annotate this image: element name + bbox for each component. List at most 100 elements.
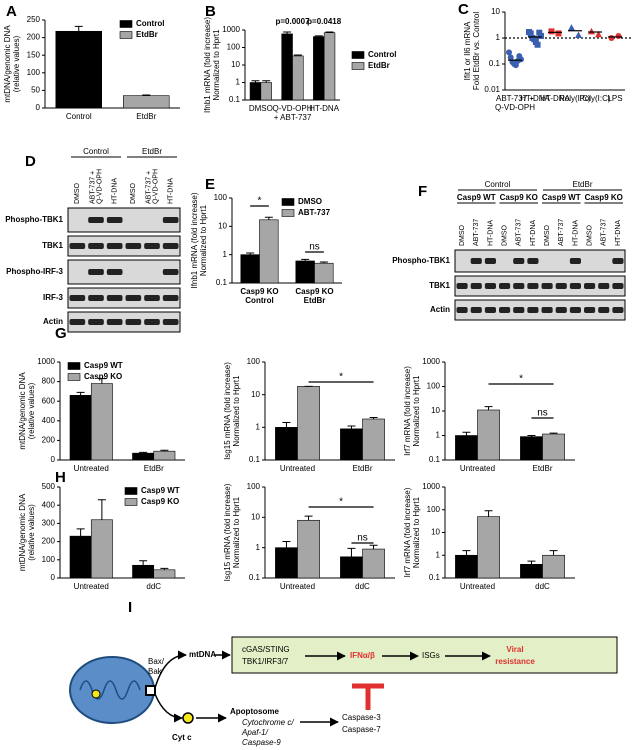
bar	[90, 383, 113, 461]
row-label: TBK1	[429, 281, 450, 290]
lane-label: HT-DNA	[572, 220, 579, 246]
bar	[323, 32, 336, 101]
pathway-label: TBK1/IRF3/7	[242, 657, 289, 666]
bar	[455, 435, 478, 461]
band	[144, 319, 160, 325]
panel-letter: C	[458, 1, 469, 18]
bar	[477, 409, 500, 461]
bar	[260, 82, 272, 101]
lane-label: ABT-737	[558, 219, 565, 246]
legend-label: Control	[368, 50, 396, 59]
lane-label: ABT-737 +	[89, 171, 96, 204]
legend-swatch	[119, 31, 133, 39]
y-tick-label: 10	[431, 406, 440, 415]
x-tick-label: EtdBr	[532, 464, 552, 473]
y-tick-label: 100	[214, 193, 228, 202]
y-axis-label: Normalized to Hprt1	[199, 204, 208, 276]
band	[125, 319, 142, 325]
band	[612, 258, 624, 264]
band	[106, 217, 123, 223]
band	[569, 307, 581, 313]
y-axis-label: Irf7 mRNA (fold increase)	[403, 366, 412, 456]
blot-strip	[67, 287, 181, 309]
bar	[281, 33, 293, 101]
pathway-box	[231, 636, 618, 674]
y-axis-label: Isg15 mRNA (fold increase)	[223, 362, 232, 460]
bar	[123, 95, 170, 109]
blot-strip	[454, 299, 626, 321]
subgroup-label: Casp9 WT	[457, 193, 496, 202]
lane-label: HT-DNA	[530, 220, 537, 246]
annotation: ns	[357, 533, 368, 544]
band	[584, 307, 596, 313]
panel-letter: H	[55, 469, 66, 486]
point	[507, 54, 514, 61]
y-axis-label: Normalized to Hprt1	[232, 375, 241, 447]
bar	[340, 428, 363, 461]
x-tick-label: Untreated	[74, 464, 109, 473]
error-bar	[282, 540, 291, 548]
legend-swatch	[124, 498, 138, 506]
blot-strip	[67, 207, 181, 233]
y-axis-label: Normalized to Hprt1	[412, 375, 421, 447]
y-tick-label: 50	[31, 86, 40, 95]
error-bar	[549, 550, 558, 556]
diagram: Bax/ Bak mtDNA cGAS/STING TBK1/IRF3/7 IF…	[69, 636, 618, 747]
error-bar	[293, 54, 302, 56]
point	[615, 32, 622, 39]
lane-label: DMSO	[501, 224, 508, 246]
y-tick-label: 1	[223, 250, 228, 259]
y-tick-label: 0.1	[229, 95, 241, 104]
point	[536, 29, 543, 36]
legend-label: Casp9 KO	[84, 372, 122, 381]
bar	[90, 519, 113, 579]
lane-label: HT-DNA	[487, 220, 494, 246]
y-tick-label: 400	[42, 416, 56, 425]
group-label: EtdBr	[142, 147, 162, 156]
bar	[249, 82, 262, 101]
panel-letter: I	[128, 599, 132, 616]
x-tick-label: ddC	[355, 582, 370, 591]
band	[612, 283, 624, 289]
cristae	[79, 680, 141, 700]
lane-label: DMSO	[459, 224, 466, 246]
point	[518, 56, 524, 63]
band	[162, 269, 179, 275]
y-tick-label: 1000	[422, 482, 440, 491]
y-tick-label: 0.1	[429, 455, 441, 464]
x-tick-label: ddC	[535, 582, 550, 591]
arrow	[154, 693, 183, 723]
band	[69, 243, 86, 249]
group-label: EtdBr	[572, 180, 592, 189]
y-axis-label: Normalized to Hprt1	[232, 496, 241, 568]
blot-strip	[67, 259, 181, 285]
band	[541, 283, 553, 289]
y-tick-label: 500	[42, 482, 56, 491]
x-tick-label: Poly(I:C)	[559, 94, 590, 103]
bar	[132, 564, 155, 579]
bar	[275, 547, 298, 579]
band	[144, 243, 160, 249]
error-bar	[304, 515, 313, 521]
y-axis-label: (relative values)	[12, 35, 21, 92]
band	[162, 243, 179, 249]
y-tick-label: 0.01	[484, 85, 500, 94]
band	[499, 283, 511, 289]
legend-label: Casp9 WT	[84, 361, 123, 370]
band	[162, 295, 179, 301]
bar	[340, 556, 363, 579]
error-bar	[139, 451, 148, 454]
band	[513, 283, 525, 289]
bar	[542, 433, 565, 461]
viral-label: resistance	[495, 657, 535, 666]
row-label: Phospho-TBK1	[5, 215, 63, 224]
y-axis-label: Normalized to Hprt1	[412, 496, 421, 568]
lane-label: HT-DNA	[168, 178, 175, 204]
lane-label: HT-DNA	[615, 220, 622, 246]
point	[538, 32, 544, 39]
error-bar	[251, 80, 260, 83]
panel-letter: G	[55, 325, 67, 342]
y-tick-label: 0	[51, 455, 56, 464]
band	[125, 295, 142, 301]
